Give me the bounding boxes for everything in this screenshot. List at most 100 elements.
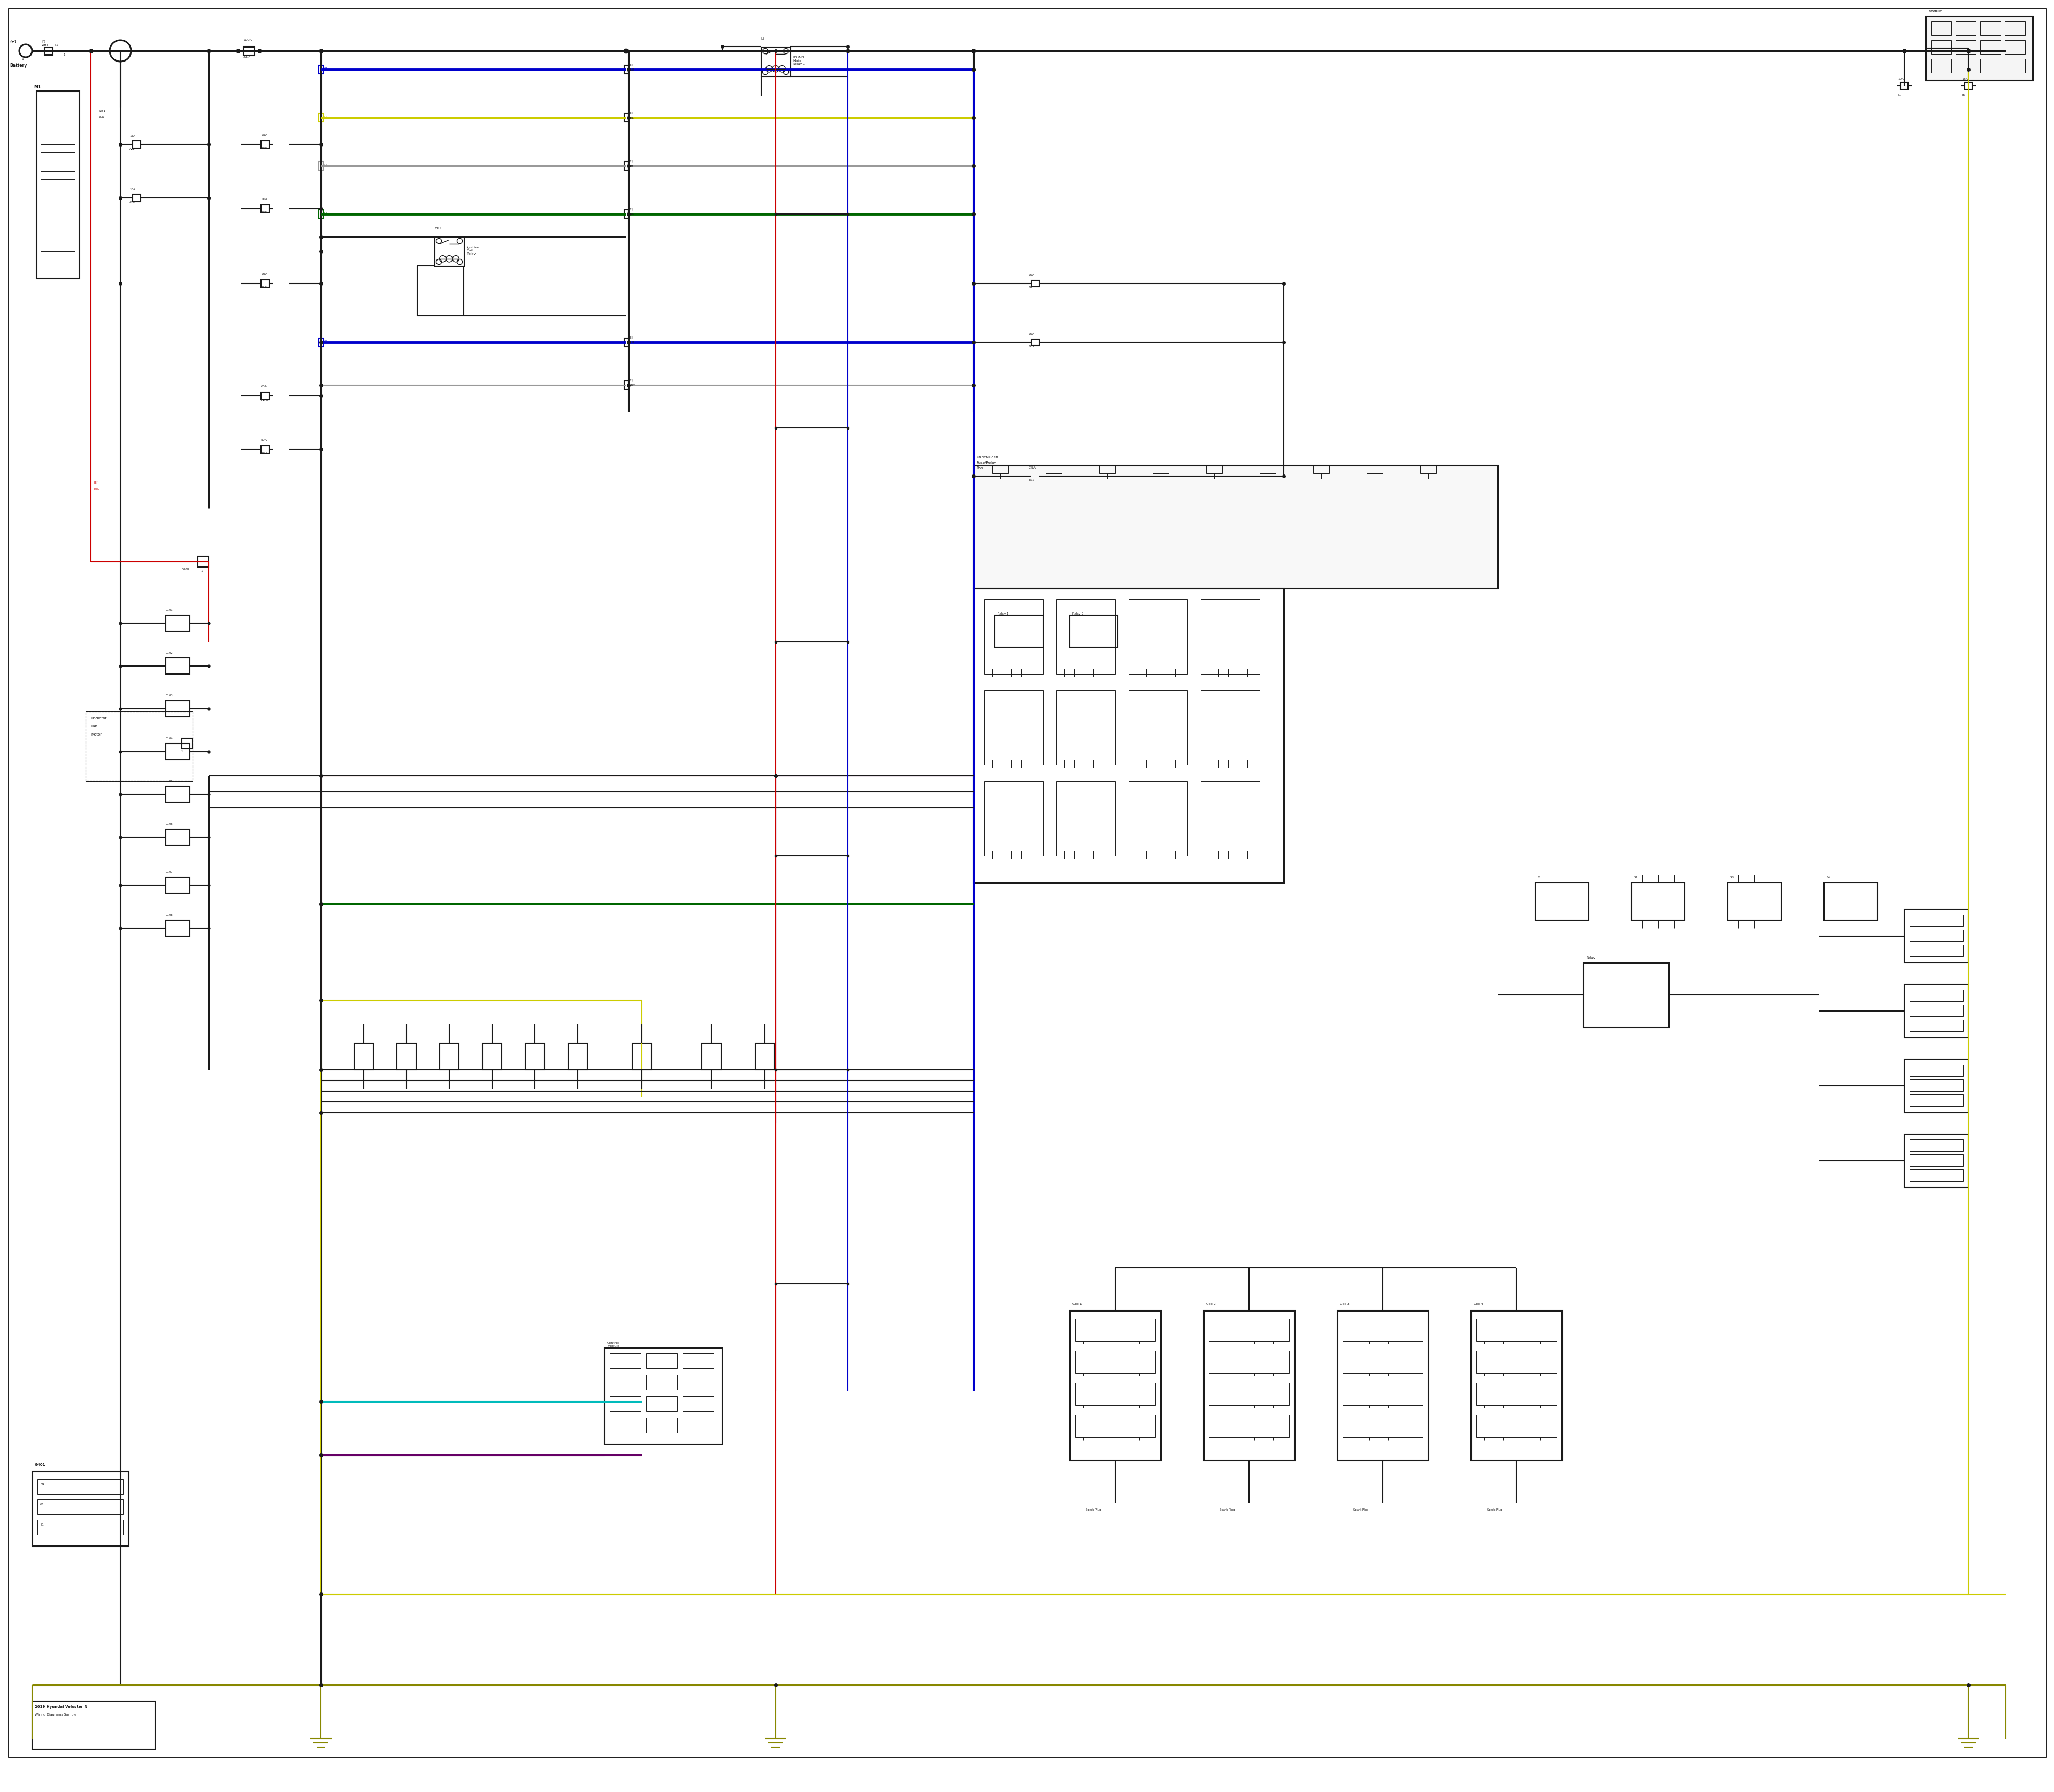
Bar [1152,466,1169,473]
Bar [318,161,322,170]
Text: A29: A29 [129,201,136,204]
Bar [37,1520,123,1534]
Bar [166,919,189,935]
Text: A22: A22 [129,147,136,151]
Bar [1202,690,1259,765]
Bar [1910,1064,1964,1077]
Bar [624,210,629,219]
Bar [483,1043,501,1070]
Text: [E]: [E] [629,111,633,115]
Text: Coil 2: Coil 2 [1206,1303,1216,1305]
Text: 100A: 100A [242,38,253,41]
Bar [41,125,74,145]
Bar [131,142,140,149]
Bar [1910,1140,1964,1150]
Text: S3: S3 [1729,876,1734,878]
Bar [1910,1154,1964,1167]
Text: RED: RED [94,487,101,491]
Text: Relay 1: Relay 1 [998,613,1009,615]
Text: C105: C105 [166,780,173,783]
Text: C106: C106 [166,823,173,826]
Text: A-6: A-6 [99,116,105,118]
Bar [440,1043,458,1070]
Bar [1824,883,1877,919]
Bar [86,711,193,781]
Bar [396,1043,417,1070]
Bar [41,206,74,224]
Bar [1128,781,1187,857]
Bar [1337,1310,1428,1460]
Bar [682,1417,713,1432]
Bar [1056,599,1115,674]
Bar [1955,59,1976,73]
Bar [1099,466,1115,473]
Bar [33,1701,156,1749]
Text: B22: B22 [1029,478,1035,482]
Bar [1904,1059,1968,1113]
Bar [1980,22,2001,36]
Text: Fan: Fan [90,724,97,728]
Text: 1: 1 [21,57,23,61]
Bar [183,738,193,749]
Bar [1419,466,1436,473]
Text: G1: G1 [41,1503,45,1505]
Bar [610,1353,641,1369]
Text: B2: B2 [1962,93,1966,97]
Bar [318,65,322,73]
Bar [1202,599,1259,674]
Bar [1910,1095,1964,1106]
Text: A2-3: A2-3 [261,398,269,401]
Text: E1: E1 [41,1523,43,1527]
Text: B31: B31 [1029,346,1035,348]
Bar [1904,1134,1968,1188]
Bar [1910,1005,1964,1016]
Text: BLU: BLU [629,340,635,344]
Bar [1904,984,1968,1038]
Bar [1056,781,1115,857]
Text: Coil 1: Coil 1 [1072,1303,1082,1305]
Bar [1631,883,1684,919]
Text: C107: C107 [166,871,173,873]
Text: PGM-FI
Main
Relay 1: PGM-FI Main Relay 1 [793,56,805,65]
Text: 7.5A: 7.5A [1029,466,1035,470]
Bar [1343,1416,1423,1437]
Bar [1910,944,1964,957]
Bar [1259,466,1276,473]
Text: Spark Plug: Spark Plug [1220,1509,1234,1511]
Bar [682,1396,713,1410]
Bar [131,194,140,202]
Bar [624,65,629,73]
Bar [2005,22,2025,36]
Bar [318,210,322,219]
Text: A16: A16 [261,287,267,289]
Bar [166,701,189,717]
Bar [166,878,189,894]
Text: S2: S2 [1635,876,1637,878]
Text: M44: M44 [435,228,442,229]
Bar [984,599,1043,674]
Bar [1206,466,1222,473]
Bar [1070,615,1117,647]
Bar [1074,1416,1154,1437]
Bar [1074,1351,1154,1373]
Text: [E]: [E] [629,378,633,382]
Text: C408: C408 [183,568,189,572]
Bar [974,588,1284,883]
Text: C3: C3 [325,163,329,167]
Bar [1900,82,1908,90]
Bar [984,781,1043,857]
Bar [353,1043,374,1070]
Text: [E]: [E] [629,335,633,339]
Bar [86,711,193,781]
Text: [E]: [E] [41,39,45,43]
Bar [166,787,189,803]
Bar [1070,1310,1161,1460]
Text: C108: C108 [166,914,173,916]
Bar [242,47,255,56]
Bar [1210,1351,1290,1373]
Bar [1980,39,2001,54]
Bar [1931,22,1951,36]
Bar [1931,59,1951,73]
Text: C103: C103 [166,694,173,697]
Text: WHT: WHT [629,165,635,167]
